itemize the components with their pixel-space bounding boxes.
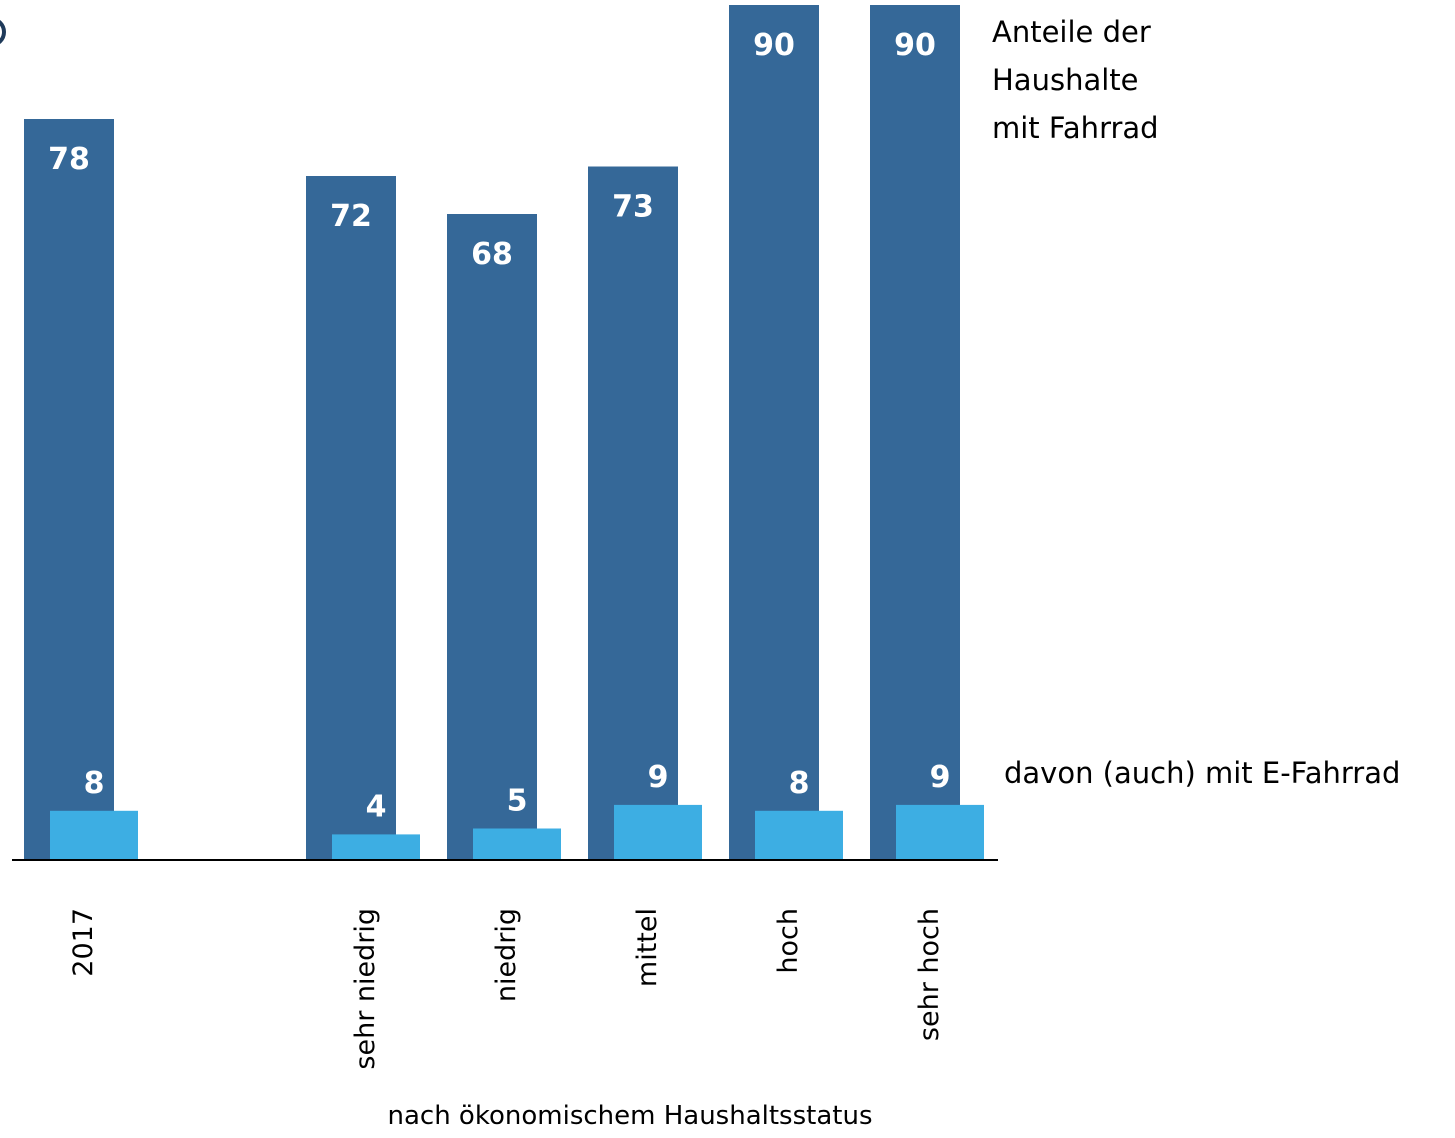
- bar-ebike-2: [473, 828, 561, 860]
- bar-ebike-5: [896, 804, 984, 860]
- value-label-ebike-3: 9: [648, 760, 669, 795]
- bar-main-3: [588, 166, 678, 860]
- bar-ebike-3: [614, 804, 702, 860]
- main-value-labels: 78 72 68 73 90 90: [48, 28, 936, 272]
- legend-main-line-2: Haushalte: [992, 63, 1139, 97]
- value-label-main-1: 72: [330, 199, 372, 234]
- legend-sub-label: davon (auch) mit E-Fahrrad: [1004, 756, 1400, 790]
- legend-main-line-3: mit Fahrrad: [992, 111, 1159, 145]
- bar-main-0: [24, 119, 114, 860]
- value-label-ebike-5: 9: [930, 760, 951, 795]
- value-label-main-2: 68: [471, 237, 513, 272]
- x-axis-title: nach ökonomischem Haushaltsstatus: [387, 1101, 872, 1131]
- bar-ebike-0: [50, 810, 138, 860]
- x-tick-labels: 2017 sehr niedrig niedrig mittel hoch sehr ho…: [68, 908, 945, 1070]
- e-bike-bars: [50, 804, 984, 860]
- x-tick-label-4: hoch: [773, 908, 804, 974]
- legend-main-line-1: Anteile der: [992, 15, 1151, 49]
- x-tick-label-3: mittel: [632, 908, 663, 987]
- value-label-main-5: 90: [894, 28, 936, 63]
- bar-ebike-1: [332, 834, 420, 860]
- value-label-ebike-2: 5: [507, 784, 528, 819]
- corner-marker-icon: [0, 20, 6, 44]
- bar-ebike-4: [755, 810, 843, 860]
- value-label-ebike-0: 8: [84, 766, 105, 801]
- value-label-main-4: 90: [753, 28, 795, 63]
- value-label-main-0: 78: [48, 142, 90, 177]
- e-bike-value-labels: 8 4 5 9 8 9: [84, 760, 951, 825]
- bar-main-2: [447, 214, 537, 860]
- value-label-main-3: 73: [612, 190, 654, 225]
- bar-main-4: [729, 5, 819, 860]
- x-tick-label-2: niedrig: [491, 908, 522, 1002]
- bar-main-5: [870, 5, 960, 860]
- value-label-ebike-4: 8: [789, 766, 810, 801]
- x-tick-label-0: 2017: [68, 908, 99, 977]
- value-label-ebike-1: 4: [366, 789, 387, 824]
- x-tick-label-5: sehr hoch: [914, 908, 945, 1041]
- bar-main-1: [306, 176, 396, 860]
- x-tick-label-1: sehr niedrig: [350, 908, 381, 1070]
- main-bars: [24, 5, 960, 860]
